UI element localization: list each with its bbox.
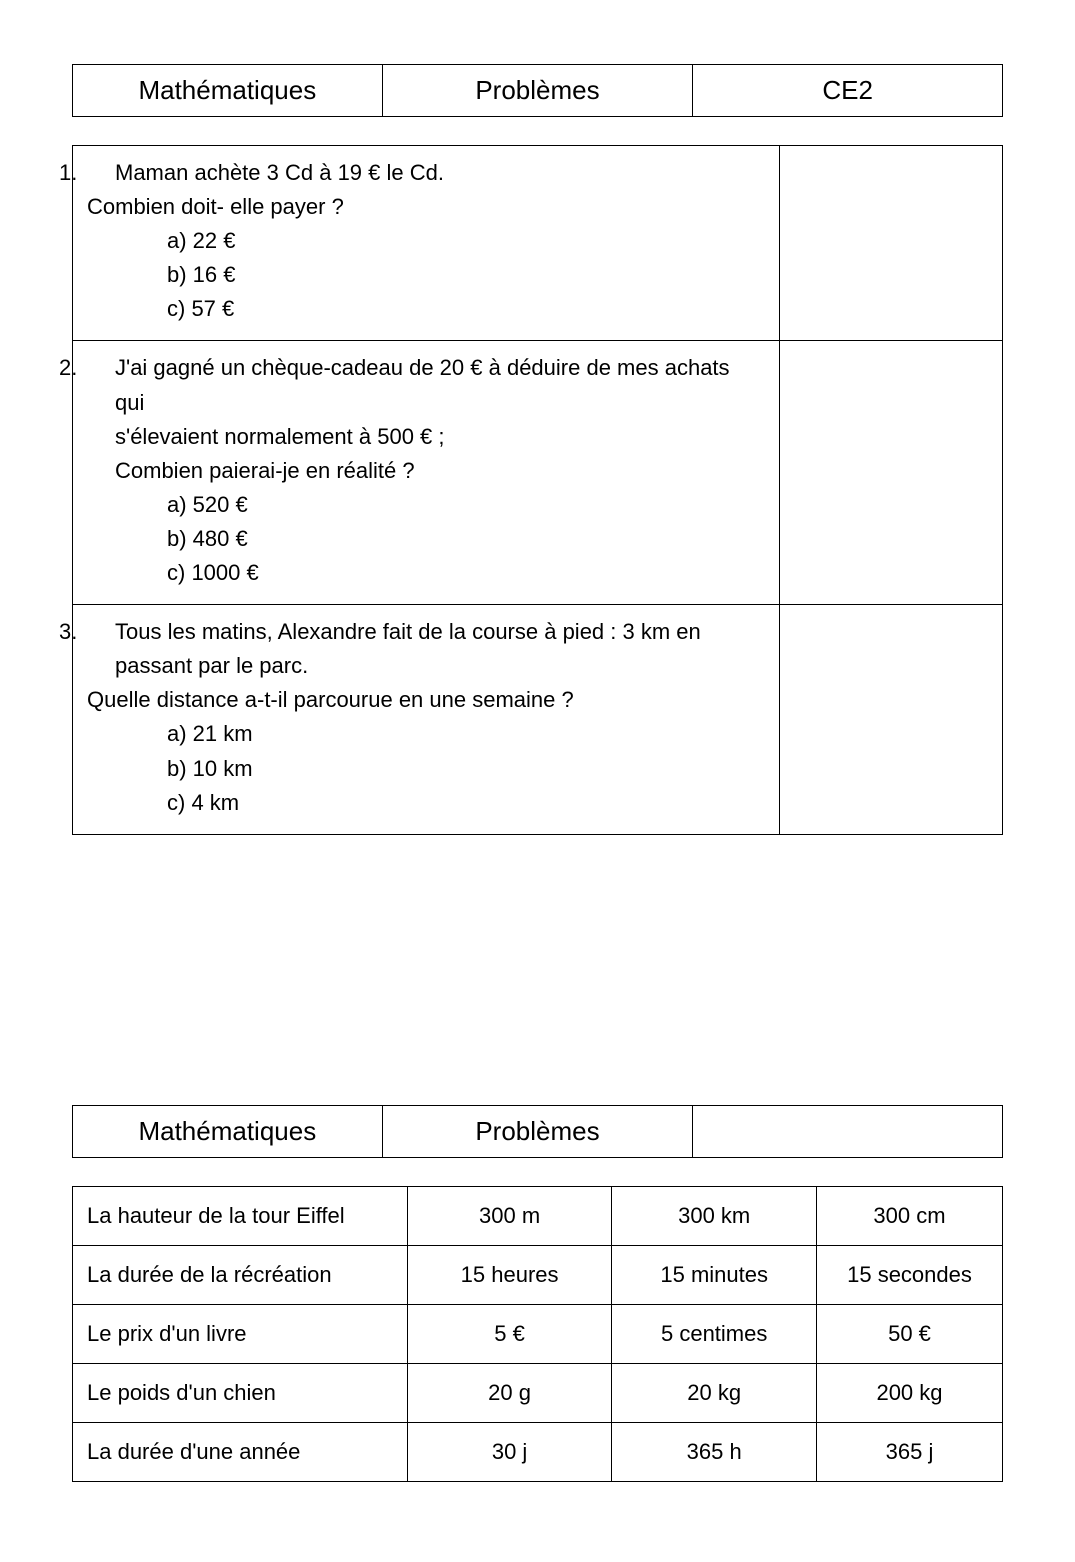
header2-topic: Problèmes [382, 1105, 693, 1157]
header2-empty [693, 1105, 1003, 1157]
question-option: a) 22 € [167, 224, 765, 258]
question-line: 3.Tous les matins, Alexandre fait de la … [87, 615, 765, 649]
question-row: 3.Tous les matins, Alexandre fait de la … [73, 605, 1003, 835]
grid-choice: 15 secondes [816, 1245, 1002, 1304]
question-line: 2.J'ai gagné un chèque-cadeau de 20 € à … [87, 351, 765, 419]
grid-row: La hauteur de la tour Eiffel300 m300 km3… [73, 1186, 1003, 1245]
grid-choice: 365 j [816, 1422, 1002, 1481]
grid-choice: 5 centimes [612, 1304, 817, 1363]
question-cell: 1.Maman achète 3 Cd à 19 € le Cd.Combien… [73, 146, 780, 341]
question-text: J'ai gagné un chèque-cadeau de 20 € à dé… [115, 355, 730, 414]
grid-choice: 200 kg [816, 1363, 1002, 1422]
units-grid-table: La hauteur de la tour Eiffel300 m300 km3… [72, 1186, 1003, 1482]
question-row: 1.Maman achète 3 Cd à 19 € le Cd.Combien… [73, 146, 1003, 341]
question-option: b) 480 € [167, 522, 765, 556]
question-cell: 2.J'ai gagné un chèque-cadeau de 20 € à … [73, 341, 780, 605]
question-row: 2.J'ai gagné un chèque-cadeau de 20 € à … [73, 341, 1003, 605]
question-line: 1.Maman achète 3 Cd à 19 € le Cd. [87, 156, 765, 190]
grid-choice: 300 m [407, 1186, 612, 1245]
grid-label: La durée d'une année [73, 1422, 408, 1481]
question-options: a) 520 €b) 480 €c) 1000 € [87, 488, 765, 590]
page-header-table-1: Mathématiques Problèmes CE2 [72, 64, 1003, 117]
grid-choice: 30 j [407, 1422, 612, 1481]
question-line: s'élevaient normalement à 500 € ; [87, 420, 765, 454]
page-header-table-2: Mathématiques Problèmes [72, 1105, 1003, 1158]
question-number: 2. [87, 351, 115, 385]
question-number: 1. [87, 156, 115, 190]
answer-cell [779, 605, 1002, 835]
section-gap [72, 835, 1003, 1105]
question-option: c) 4 km [167, 786, 765, 820]
grid-label: Le poids d'un chien [73, 1363, 408, 1422]
questions-table: 1.Maman achète 3 Cd à 19 € le Cd.Combien… [72, 145, 1003, 835]
question-option: c) 1000 € [167, 556, 765, 590]
grid-choice: 15 heures [407, 1245, 612, 1304]
header1-subject: Mathématiques [73, 65, 383, 117]
question-line: passant par le parc. [87, 649, 765, 683]
question-option: a) 21 km [167, 717, 765, 751]
grid-choice: 20 kg [612, 1363, 817, 1422]
grid-label: La durée de la récréation [73, 1245, 408, 1304]
question-options: a) 21 kmb) 10 kmc) 4 km [87, 717, 765, 819]
grid-label: La hauteur de la tour Eiffel [73, 1186, 408, 1245]
grid-row: Le prix d'un livre5 €5 centimes50 € [73, 1304, 1003, 1363]
question-cell: 3.Tous les matins, Alexandre fait de la … [73, 605, 780, 835]
grid-choice: 365 h [612, 1422, 817, 1481]
question-prompt: Combien doit- elle payer ? [87, 190, 765, 224]
question-option: a) 520 € [167, 488, 765, 522]
question-text: Tous les matins, Alexandre fait de la co… [115, 619, 701, 644]
header1-topic: Problèmes [382, 65, 693, 117]
question-options: a) 22 €b) 16 €c) 57 € [87, 224, 765, 326]
header2-subject: Mathématiques [73, 1105, 383, 1157]
question-option: b) 16 € [167, 258, 765, 292]
header1-level: CE2 [693, 65, 1003, 117]
grid-choice: 15 minutes [612, 1245, 817, 1304]
grid-row: La durée de la récréation15 heures15 min… [73, 1245, 1003, 1304]
grid-label: Le prix d'un livre [73, 1304, 408, 1363]
grid-choice: 5 € [407, 1304, 612, 1363]
question-prompt: Combien paierai-je en réalité ? [87, 454, 765, 488]
grid-row: La durée d'une année30 j365 h365 j [73, 1422, 1003, 1481]
question-option: b) 10 km [167, 752, 765, 786]
grid-choice: 50 € [816, 1304, 1002, 1363]
grid-row: Le poids d'un chien20 g20 kg200 kg [73, 1363, 1003, 1422]
answer-cell [779, 146, 1002, 341]
grid-choice: 300 km [612, 1186, 817, 1245]
answer-cell [779, 341, 1002, 605]
grid-choice: 300 cm [816, 1186, 1002, 1245]
question-text: Maman achète 3 Cd à 19 € le Cd. [115, 160, 444, 185]
question-number: 3. [87, 615, 115, 649]
question-prompt: Quelle distance a-t-il parcourue en une … [87, 683, 765, 717]
grid-choice: 20 g [407, 1363, 612, 1422]
question-option: c) 57 € [167, 292, 765, 326]
